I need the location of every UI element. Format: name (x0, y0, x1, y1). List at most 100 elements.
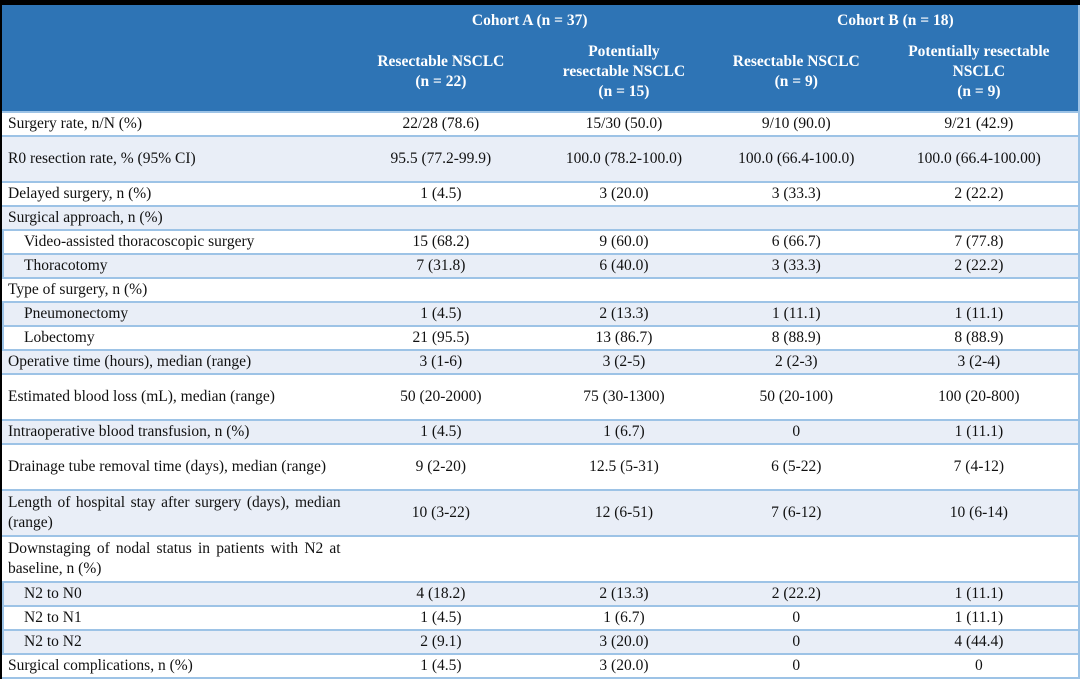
cell-value: 1 (11.1) (879, 419, 1079, 444)
cell-value: 3 (33.3) (712, 253, 880, 278)
cell-value: 21 (95.5) (346, 325, 536, 350)
cohort-b-header: Cohort B (n = 18) (712, 5, 1079, 33)
cell-value: 10 (3-22) (346, 489, 536, 536)
cell-value: 100.0 (66.4-100.0) (712, 135, 880, 182)
cell-value: 0 (712, 629, 880, 654)
table-row: Video-assisted thoracoscopic surgery 15 … (2, 229, 1079, 254)
table-row: Surgical approach, n (%) (2, 205, 1079, 230)
row-label: Surgery rate, n/N (%) (2, 111, 347, 136)
cell-value: 6 (5-22) (712, 443, 880, 490)
cell-value: 2 (13.3) (535, 301, 713, 326)
cell-value: 7 (6-12) (712, 489, 880, 536)
cell-value: 2 (13.3) (535, 581, 713, 606)
table-row: Surgical complications, n (%) 1 (4.5) 3 … (2, 653, 1079, 678)
cell-value: 12.5 (5-31) (535, 443, 713, 490)
cell-value: 1 (4.5) (346, 181, 536, 206)
row-label: N2 to N2 (2, 629, 347, 654)
cell-value: 2 (22.2) (712, 581, 880, 606)
row-label: Thoracotomy (2, 253, 347, 278)
table-row: Pneumonectomy 1 (4.5) 2 (13.3) 1 (11.1) … (2, 301, 1079, 326)
cell-value: 15/30 (50.0) (535, 111, 713, 136)
cell-value: 0 (712, 605, 880, 630)
cell-value (879, 535, 1079, 582)
table-row: Downstaging of nodal status in patients … (2, 535, 1079, 582)
cell-value: 100.0 (66.4-100.00) (879, 135, 1079, 182)
cell-value: 22/28 (78.6) (346, 111, 536, 136)
cell-value: 8 (88.9) (879, 325, 1079, 350)
row-label: Drainage tube removal time (days), media… (2, 443, 347, 490)
table-row: Surgery rate, n/N (%) 22/28 (78.6) 15/30… (2, 111, 1079, 136)
cell-value: 1 (4.5) (346, 419, 536, 444)
column-header-cohort-a-potentially-resectable: Potentially resectable NSCLC (n = 15) (535, 33, 713, 112)
cell-value (712, 277, 880, 302)
row-label: Downstaging of nodal status in patients … (2, 535, 347, 582)
table-row: N2 to N0 4 (18.2) 2 (13.3) 2 (22.2) 1 (1… (2, 581, 1079, 606)
cell-value: 75 (30-1300) (535, 373, 713, 420)
cell-value (879, 277, 1079, 302)
cell-value: 9/21 (42.9) (879, 111, 1079, 136)
row-label: Video-assisted thoracoscopic surgery (2, 229, 347, 254)
cell-value: 1 (6.7) (535, 419, 713, 444)
cell-value (535, 535, 713, 582)
cell-value: 15 (68.2) (346, 229, 536, 254)
cohort-group-row: Cohort A (n = 37) Cohort B (n = 18) (2, 5, 1079, 33)
column-header-cohort-a-resectable: Resectable NSCLC (n = 22) (346, 33, 536, 112)
table-row: Intraoperative blood transfusion, n (%) … (2, 419, 1079, 444)
cell-value (712, 205, 880, 230)
surgical-outcomes-table: Cohort A (n = 37) Cohort B (n = 18) Rese… (2, 5, 1080, 679)
table-row: Type of surgery, n (%) (2, 277, 1079, 302)
cell-value: 3 (1-6) (346, 349, 536, 374)
row-label: Type of surgery, n (%) (2, 277, 347, 302)
cell-value: 1 (11.1) (879, 581, 1079, 606)
cell-value: 7 (4-12) (879, 443, 1079, 490)
table-header: Cohort A (n = 37) Cohort B (n = 18) Rese… (2, 5, 1079, 112)
cell-value: 4 (44.4) (879, 629, 1079, 654)
cell-value: 4 (18.2) (346, 581, 536, 606)
cell-value: 3 (33.3) (712, 181, 880, 206)
cell-value: 9 (60.0) (535, 229, 713, 254)
row-label: N2 to N0 (2, 581, 347, 606)
cell-value: 95.5 (77.2-99.9) (346, 135, 536, 182)
cell-value (535, 277, 713, 302)
cell-value: 0 (712, 653, 880, 678)
row-label: N2 to N1 (2, 605, 347, 630)
cell-value: 12 (6-51) (535, 489, 713, 536)
cell-value: 13 (86.7) (535, 325, 713, 350)
row-label: Operative time (hours), median (range) (2, 349, 347, 374)
cell-value: 2 (22.2) (879, 181, 1079, 206)
cell-value: 3 (20.0) (535, 653, 713, 678)
table-row: Delayed surgery, n (%) 1 (4.5) 3 (20.0) … (2, 181, 1079, 206)
cell-value: 0 (879, 653, 1079, 678)
cell-value: 9/10 (90.0) (712, 111, 880, 136)
row-label: Surgical approach, n (%) (2, 205, 347, 230)
cell-value: 7 (31.8) (346, 253, 536, 278)
column-header-row: Resectable NSCLC (n = 22) Potentially re… (2, 33, 1079, 112)
cell-value: 1 (4.5) (346, 301, 536, 326)
cell-value: 1 (11.1) (879, 301, 1079, 326)
table-row: Lobectomy 21 (95.5) 13 (86.7) 8 (88.9) 8… (2, 325, 1079, 350)
row-label: Estimated blood loss (mL), median (range… (2, 373, 347, 420)
column-header-cohort-b-potentially-resectable: Potentially resectable NSCLC (n = 9) (879, 33, 1079, 112)
table-row: N2 to N1 1 (4.5) 1 (6.7) 0 1 (11.1) (2, 605, 1079, 630)
table-body: Surgery rate, n/N (%) 22/28 (78.6) 15/30… (2, 111, 1079, 678)
cell-value: 0 (712, 419, 880, 444)
corner-cell (2, 5, 347, 33)
table-row: R0 resection rate, % (95% CI) 95.5 (77.2… (2, 135, 1079, 182)
table-row: Thoracotomy 7 (31.8) 6 (40.0) 3 (33.3) 2… (2, 253, 1079, 278)
cell-value: 3 (2-4) (879, 349, 1079, 374)
figure-frame: Cohort A (n = 37) Cohort B (n = 18) Rese… (2, 5, 1080, 679)
cell-value: 1 (6.7) (535, 605, 713, 630)
cell-value: 2 (9.1) (346, 629, 536, 654)
cell-value (879, 205, 1079, 230)
corner-cell-lower (2, 33, 347, 112)
column-header-cohort-b-resectable: Resectable NSCLC (n = 9) (712, 33, 880, 112)
cell-value: 1 (11.1) (712, 301, 880, 326)
cell-value (346, 205, 536, 230)
table-row: Operative time (hours), median (range) 3… (2, 349, 1079, 374)
cohort-a-header: Cohort A (n = 37) (346, 5, 713, 33)
row-label: Pneumonectomy (2, 301, 347, 326)
row-label: Surgical complications, n (%) (2, 653, 347, 678)
cell-value: 50 (20-2000) (346, 373, 536, 420)
cell-value: 6 (40.0) (535, 253, 713, 278)
cell-value (535, 205, 713, 230)
